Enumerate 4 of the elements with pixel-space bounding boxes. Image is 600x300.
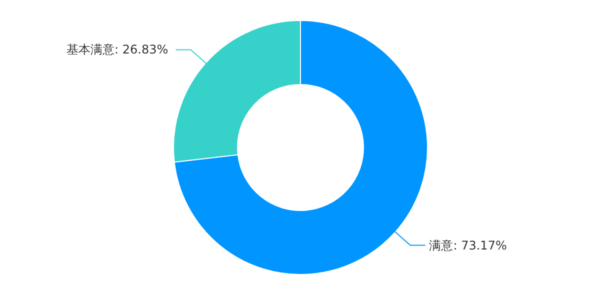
slice-label: 基本满意 xyxy=(66,42,115,57)
data-label: : 73.17% xyxy=(453,238,507,252)
data-label: : 26.83% xyxy=(114,42,168,57)
slice-label: 满意 xyxy=(429,238,454,252)
